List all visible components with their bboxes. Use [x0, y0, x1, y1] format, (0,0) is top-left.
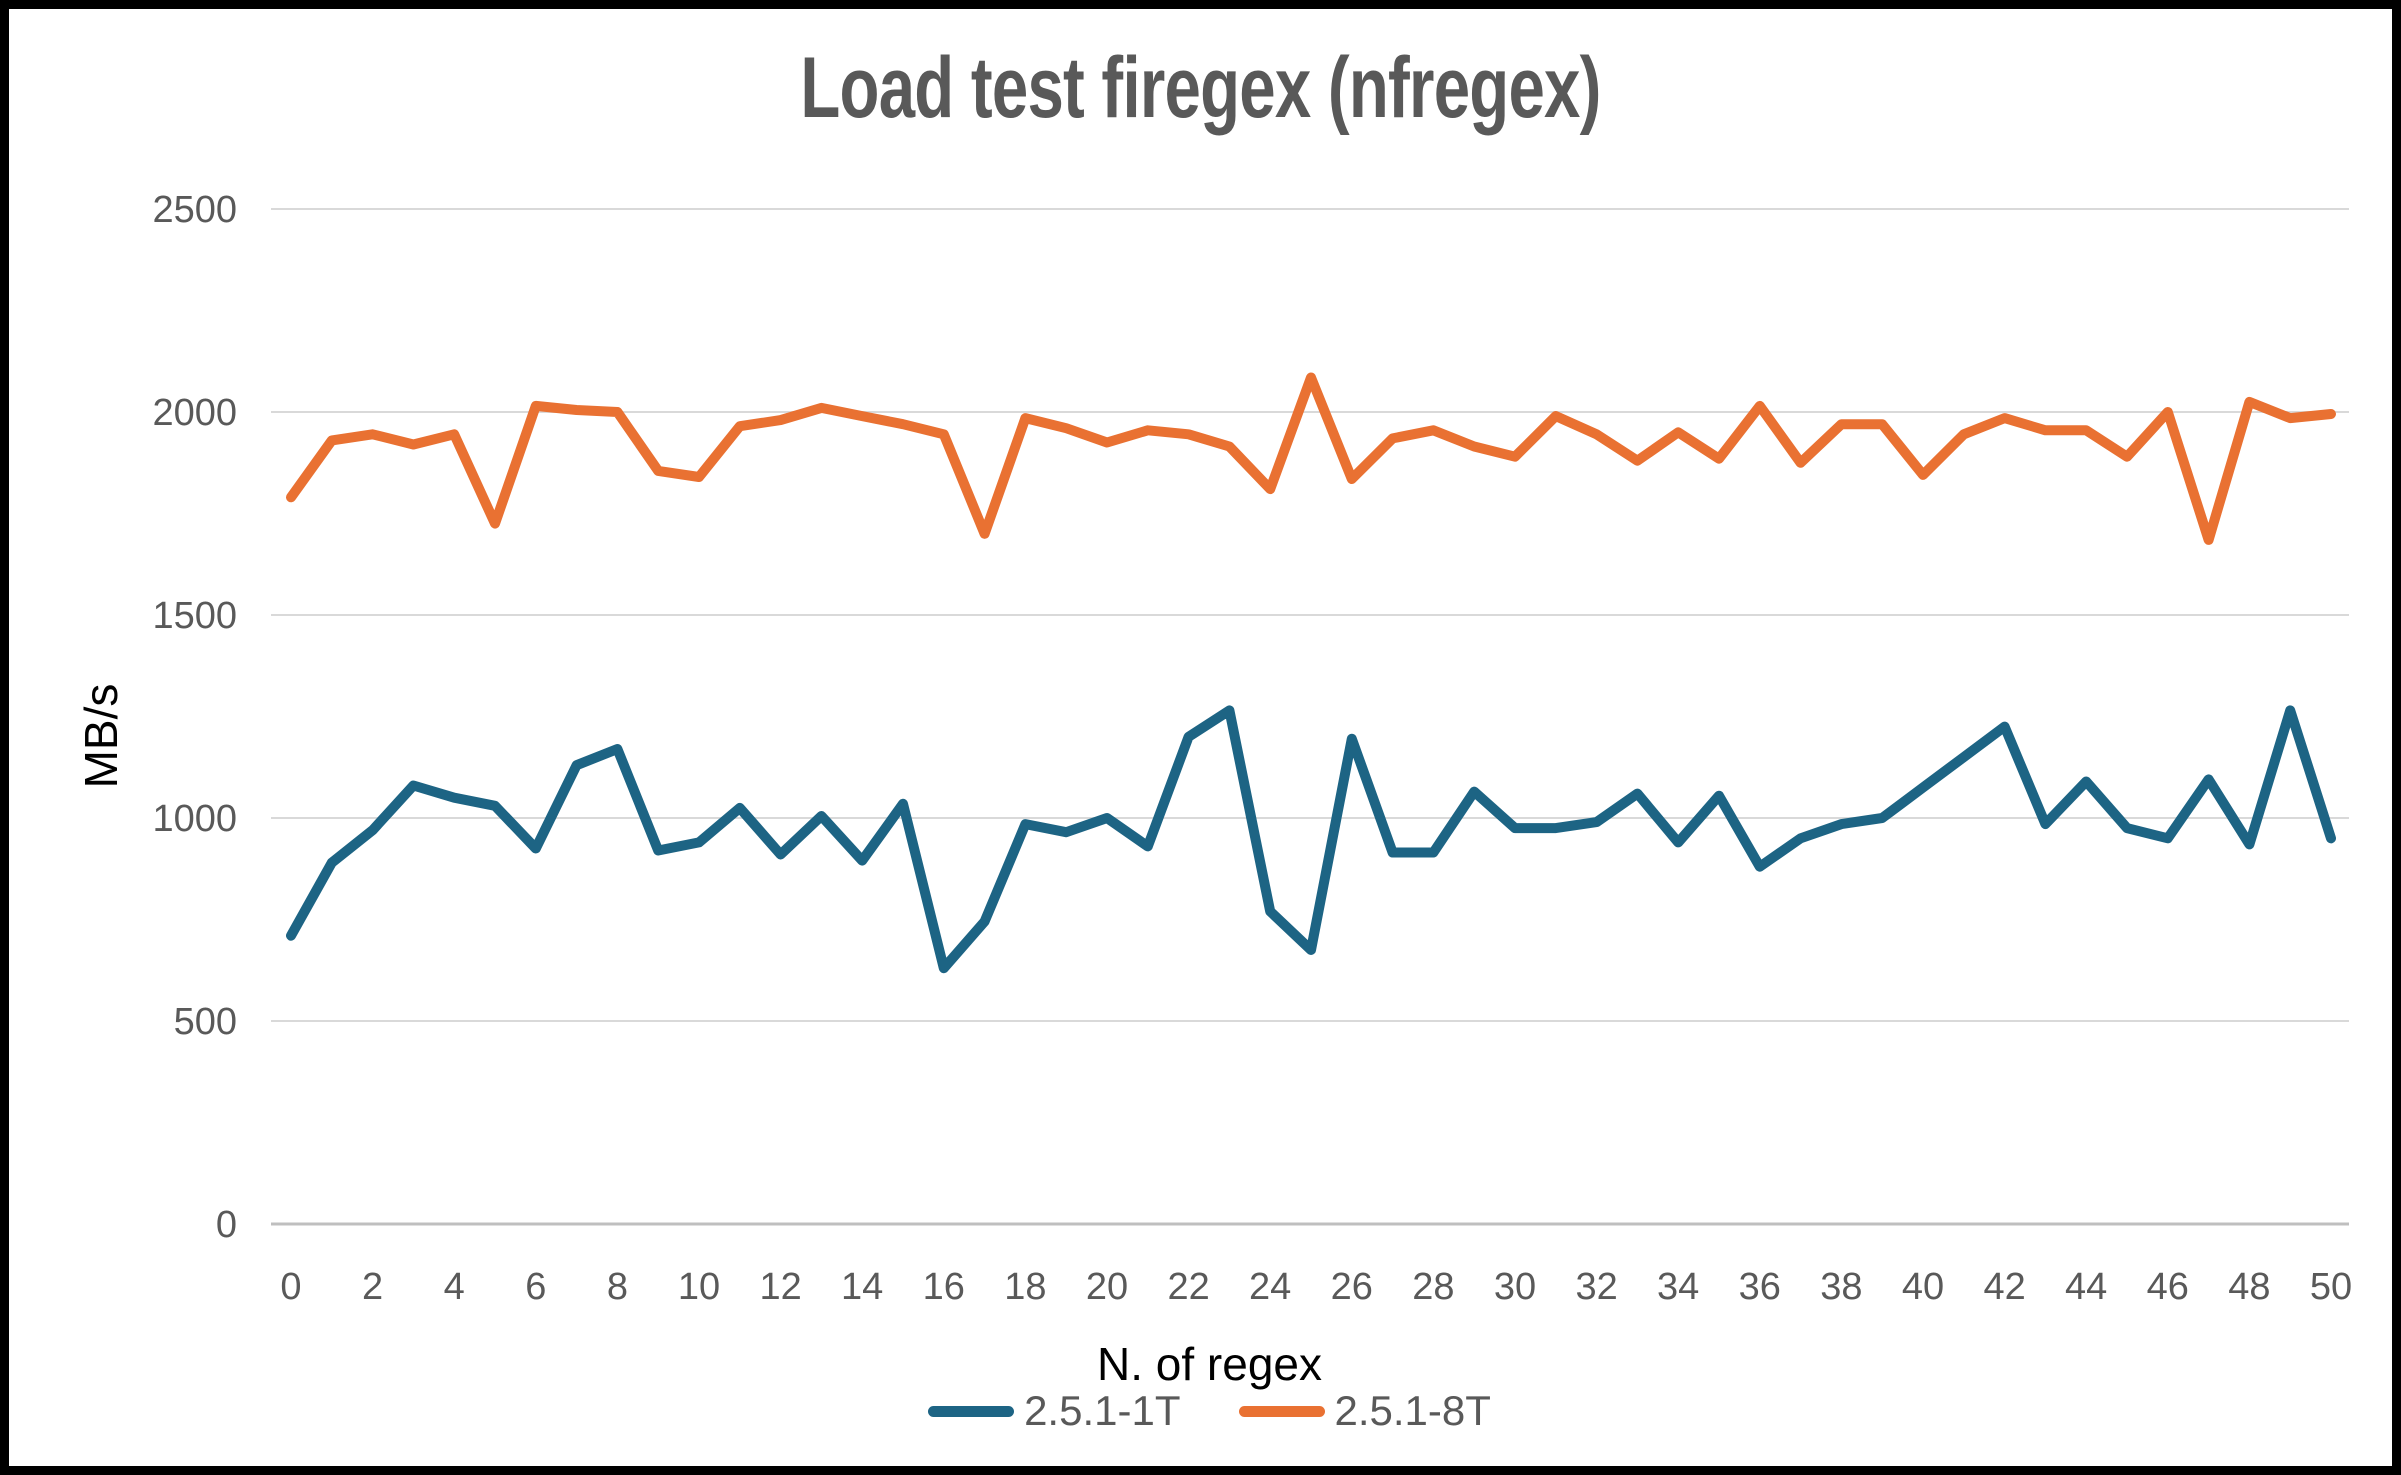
x-tick-label-12: 12 [759, 1266, 801, 1308]
x-tick-label-8: 8 [607, 1266, 628, 1308]
legend-swatch-2.5.1-1T [928, 1405, 1015, 1417]
x-tick-label-38: 38 [1820, 1266, 1862, 1308]
x-tick-label-24: 24 [1249, 1266, 1291, 1308]
x-tick-label-0: 0 [280, 1266, 301, 1308]
y-tick-label-0: 0 [216, 1204, 237, 1246]
x-tick-label-32: 32 [1575, 1266, 1617, 1308]
legend: 2.5.1-1T 2.5.1-8T [9, 1387, 2392, 1435]
legend-label-2.5.1-8T: 2.5.1-8T [1334, 1387, 1491, 1434]
chart-title: Load test firegex (nfregex) [800, 40, 1601, 136]
x-tick-label-36: 36 [1739, 1266, 1781, 1308]
x-tick-label-20: 20 [1086, 1266, 1128, 1308]
x-tick-label-26: 26 [1331, 1266, 1373, 1308]
x-tick-label-10: 10 [678, 1266, 720, 1308]
x-tick-label-44: 44 [2065, 1266, 2107, 1308]
legend-item-2.5.1-8T: 2.5.1-8T [1238, 1387, 1491, 1435]
legend-label-2.5.1-1T: 2.5.1-1T [1024, 1387, 1181, 1434]
chart-title-row: Load test firegex (nfregex) [9, 39, 2392, 138]
x-tick-label-40: 40 [1902, 1266, 1944, 1308]
x-tick-label-28: 28 [1412, 1266, 1454, 1308]
x-tick-label-14: 14 [841, 1266, 883, 1308]
x-tick-label-22: 22 [1167, 1266, 1209, 1308]
x-tick-label-30: 30 [1494, 1266, 1536, 1308]
y-tick-label-2000: 2000 [152, 392, 237, 434]
x-tick-label-46: 46 [2147, 1266, 2189, 1308]
x-tick-label-6: 6 [525, 1266, 546, 1308]
y-tick-label-1000: 1000 [152, 798, 237, 840]
y-axis-title: MB/s [75, 683, 127, 789]
y-tick-label-500: 500 [174, 1001, 237, 1043]
x-tick-label-4: 4 [444, 1266, 465, 1308]
x-tick-label-2: 2 [362, 1266, 383, 1308]
x-axis-title: N. of regex [1097, 1338, 1322, 1390]
y-tick-label-2500: 2500 [152, 189, 237, 231]
x-tick-label-42: 42 [1983, 1266, 2025, 1308]
x-tick-label-18: 18 [1004, 1266, 1046, 1308]
x-tick-label-16: 16 [923, 1266, 965, 1308]
legend-item-2.5.1-1T: 2.5.1-1T [928, 1387, 1181, 1435]
y-tick-label-1500: 1500 [152, 595, 237, 637]
x-tick-label-50: 50 [2310, 1266, 2352, 1308]
x-tick-label-34: 34 [1657, 1266, 1699, 1308]
series-line-2.5.1-8T [286, 372, 2336, 545]
x-tick-label-48: 48 [2228, 1266, 2270, 1308]
legend-swatch-2.5.1-8T [1238, 1405, 1325, 1417]
series-line-2.5.1-1T [286, 705, 2336, 974]
